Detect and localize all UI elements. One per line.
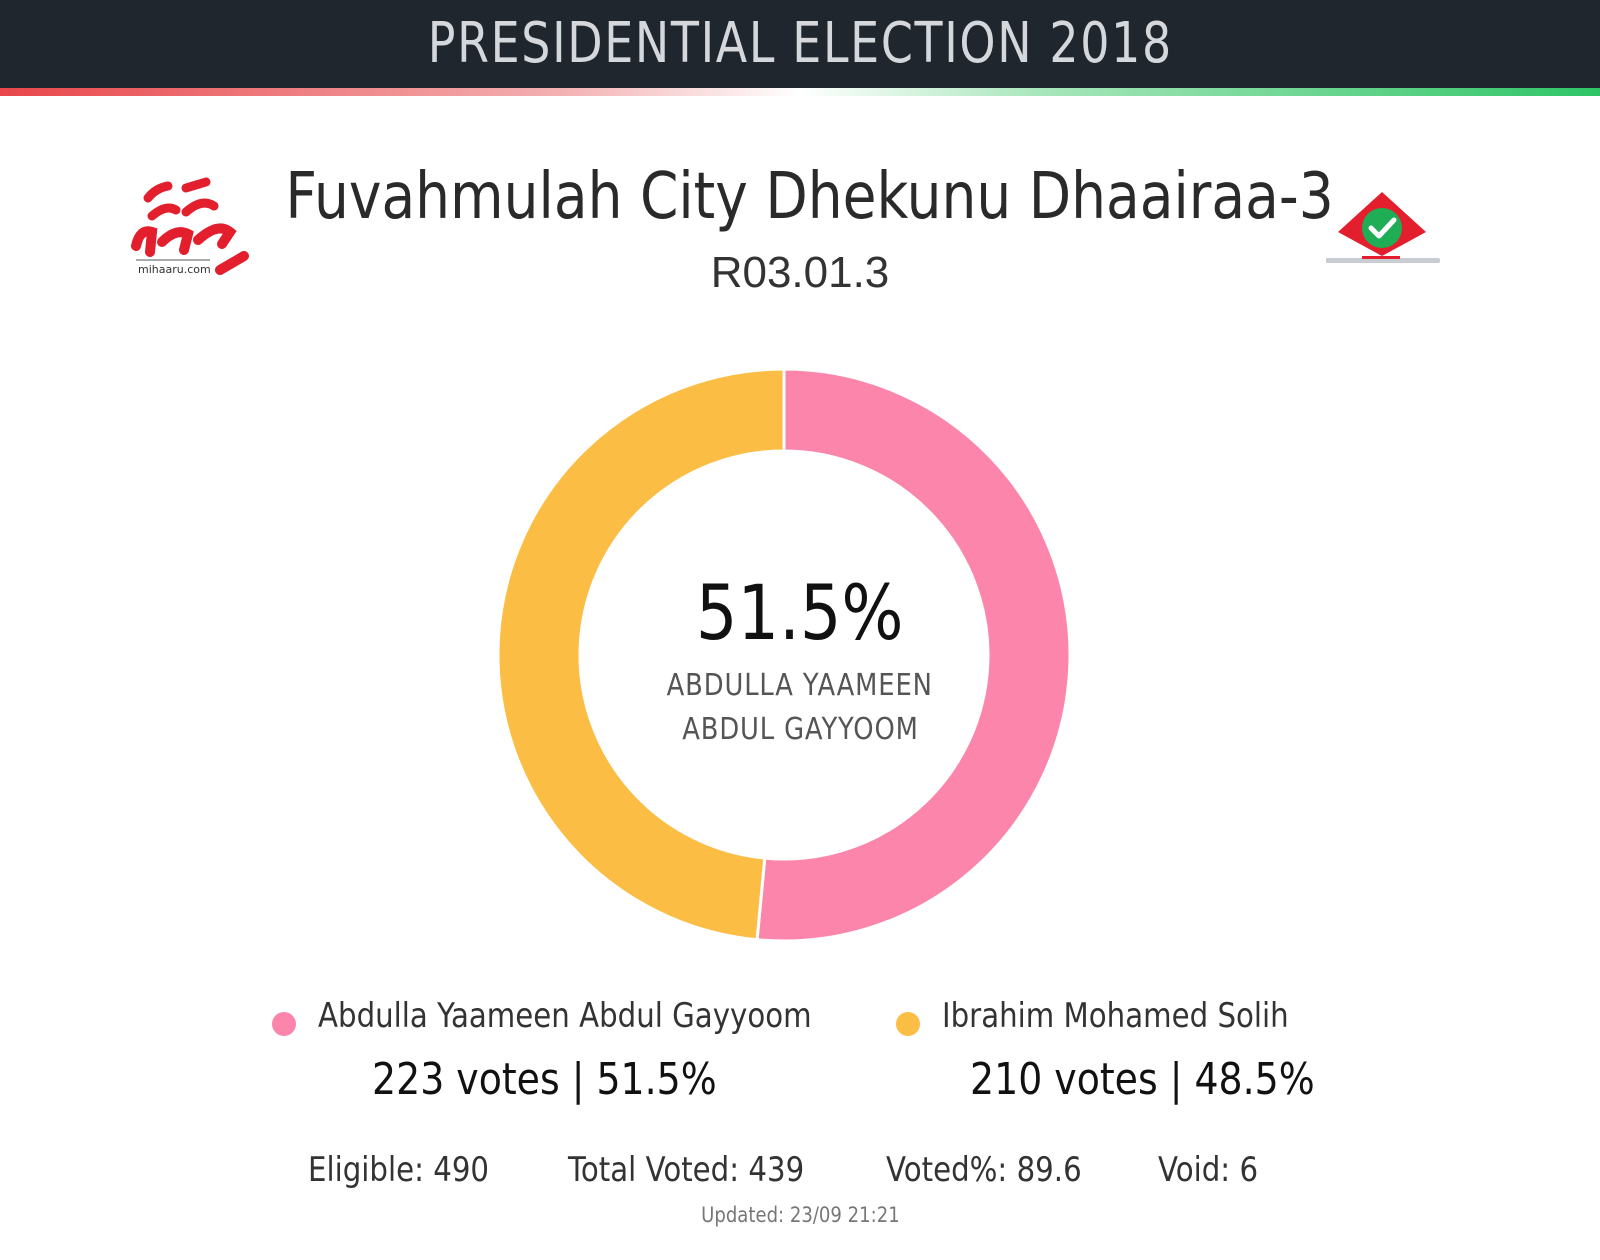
region-name: Fuvahmulah City Dhekunu Dhaairaa-3 bbox=[285, 160, 1334, 234]
logo-stroke bbox=[143, 181, 173, 203]
ballot-circle bbox=[1362, 208, 1402, 248]
leading-candidate-name: ABDULLA YAAMEEN ABDUL GAYYOOM bbox=[666, 668, 934, 747]
ballot-box-checkmark-logo bbox=[1326, 192, 1440, 263]
region-code: R03.01.3 bbox=[710, 248, 890, 297]
stat-eligible: Eligible: 490 bbox=[308, 1150, 490, 1190]
stat-total-voted: Total Voted: 439 bbox=[568, 1150, 805, 1190]
stat-void: Void: 6 bbox=[1158, 1150, 1259, 1190]
logo-stroke bbox=[193, 223, 237, 249]
legend-dot bbox=[896, 1012, 920, 1036]
logo-stroke bbox=[181, 177, 211, 193]
stat-voted-percent: Voted%: 89.6 bbox=[886, 1150, 1082, 1190]
legend-vote-stats: 223 votes | 51.5% bbox=[371, 1054, 717, 1105]
mihaaru-logo-text: mihaaru.com bbox=[138, 263, 211, 276]
logo-stroke bbox=[147, 203, 181, 221]
donut-slice bbox=[755, 367, 1072, 943]
legend-vote-stats: 210 votes | 48.5% bbox=[969, 1054, 1315, 1105]
donut-slice bbox=[496, 367, 786, 942]
logo-stroke bbox=[181, 198, 219, 217]
ballot-slot bbox=[1326, 258, 1440, 263]
legend-candidate-name: Abdulla Yaameen Abdul Gayyoom bbox=[318, 996, 812, 1036]
legend-dot bbox=[272, 1012, 296, 1036]
updated-timestamp: Updated: 23/09 21:21 bbox=[700, 1203, 900, 1227]
ballot-slot-accent bbox=[1362, 256, 1400, 259]
legend-candidate-name: Ibrahim Mohamed Solih bbox=[942, 996, 1289, 1036]
header-bar: PRESIDENTIAL ELECTION 2018 bbox=[0, 0, 1600, 88]
logo-stroke bbox=[157, 227, 194, 255]
leading-percent: 51.5% bbox=[696, 568, 904, 657]
checkmark-icon bbox=[1368, 217, 1397, 239]
header-accent-stripe bbox=[0, 88, 1600, 96]
logo-stroke bbox=[131, 226, 158, 257]
logo-stroke bbox=[215, 251, 249, 275]
page-title: PRESIDENTIAL ELECTION 2018 bbox=[427, 11, 1173, 76]
mihaaru-logo: mihaaru.com bbox=[131, 177, 249, 276]
